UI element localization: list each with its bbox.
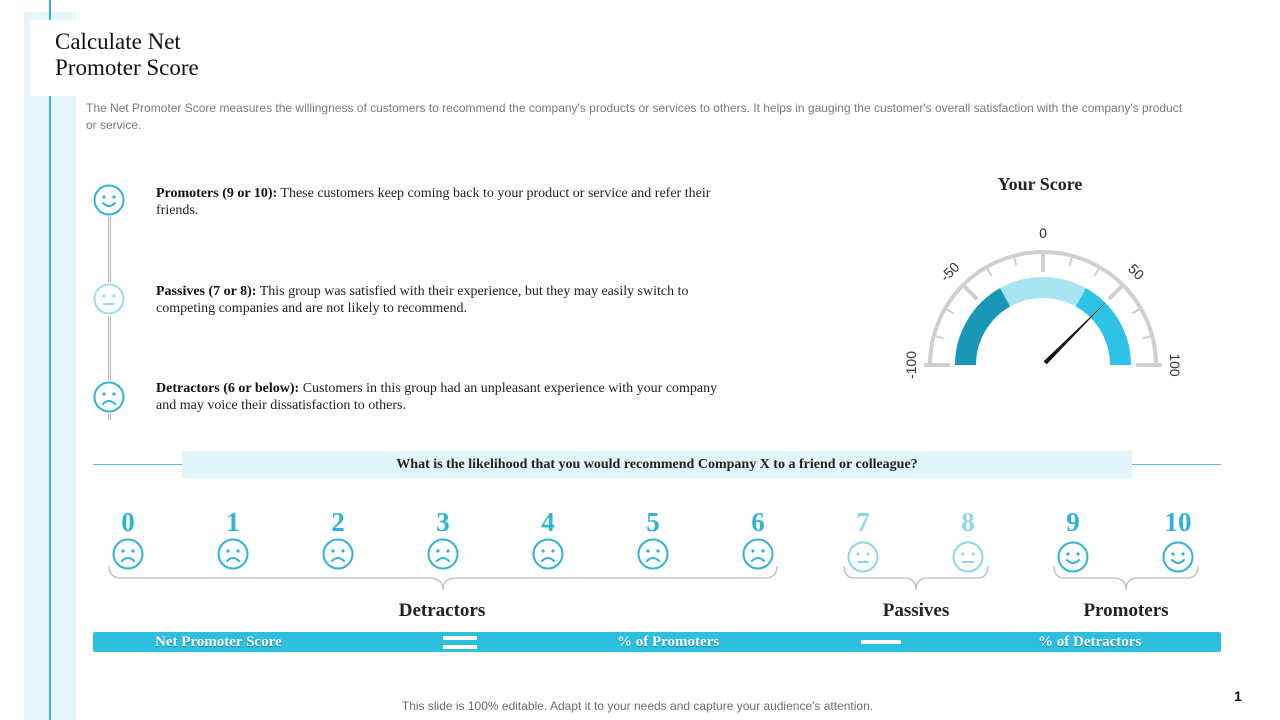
formula-result-label: Net Promoter Score [155,634,282,650]
scale-number: 7 [856,507,870,537]
title-line-2: Promoter Score [55,55,199,80]
group-label-detractors: Detractors [398,600,486,621]
gauge-tick [1131,307,1142,315]
scale-number: 5 [646,507,660,537]
sad-face-icon [741,537,775,571]
score-gauge: -100 -50 0 50 100 [903,225,1183,379]
formula-term-detractors: % of Detractors [1038,634,1142,650]
timeline-connector [108,215,111,420]
gauge-tick [1107,283,1125,301]
footer-note: This slide is 100% editable. Adapt it to… [401,699,874,713]
sad-face-icon [321,537,355,571]
gauge-tick [944,307,955,315]
group-label-promoters: Promoters [1083,600,1169,621]
sad-face-icon [531,537,565,571]
gauge-label-100: 100 [1167,353,1183,377]
scale-number: 3 [436,507,450,537]
smile-face-icon [1056,540,1090,574]
survey-question: What is the likelihood that you would re… [182,451,1132,478]
sad-face-icon [92,380,126,414]
sad-face-icon [426,537,460,571]
promoters-text: These customers keep coming back to your… [156,186,711,218]
title-line-1: Calculate Net [55,29,181,54]
gauge-segment-passives [1000,277,1086,307]
passives-bracket [843,566,989,596]
gauge-needle [1043,301,1107,365]
gauge-label-minus-50: -50 [937,259,963,285]
gauge-tick [961,283,979,301]
gauge-tick [1068,255,1074,266]
gauge-segment-detractors [954,288,1011,366]
gauge-tick [1093,266,1101,277]
minus-sign-icon [861,640,901,644]
neutral-face-icon [846,540,880,574]
equals-sign-icon [443,636,477,649]
title-background [30,20,240,96]
neutral-face-icon [92,282,126,316]
formula-term-promoters: % of Promoters [617,634,720,650]
gauge-tick [1012,255,1018,266]
sad-face-icon [636,537,670,571]
nps-formula-bar: Net Promoter Score % of Promoters % of D… [93,632,1221,652]
scale-number: 6 [751,507,765,537]
scale-number: 1 [226,507,240,537]
detractors-bracket [108,566,778,596]
scale-number: 4 [541,507,555,537]
passives-description: Passives (7 or 8): This group was satisf… [156,283,736,317]
gauge-tick [985,266,993,277]
page-number: 1 [1234,688,1242,704]
gauge-label-50: 50 [1125,260,1147,282]
intro-text: The Net Promoter Score measures the will… [86,101,1183,132]
passives-label: Passives (7 or 8): [156,284,257,299]
gauge-ticks [930,252,1156,367]
page-title: Calculate Net Promoter Score [55,29,315,81]
scale-number: 10 [1164,507,1192,537]
detractors-description: Detractors (6 or below): Customers in th… [156,380,736,414]
group-label-passives: Passives [882,600,950,621]
promoters-label: Promoters (9 or 10): [156,186,278,201]
gauge-title: Your Score [997,174,1083,194]
gauge-tick [1142,334,1153,340]
promoters-description: Promoters (9 or 10): These customers kee… [156,185,736,219]
gauge-segment-promoters [1075,288,1132,366]
detractors-label: Detractors (6 or below): [156,381,300,396]
promoters-bracket [1053,566,1199,596]
sad-face-icon [216,537,250,571]
scale-number: 8 [961,507,975,537]
left-accent-line [49,0,51,720]
passives-text: This group was satisfied with their expe… [156,284,689,316]
neutral-face-icon [951,540,985,574]
detractors-text: Customers in this group had an unpleasan… [156,381,718,413]
sad-face-icon [111,537,145,571]
gauge-tick [933,334,944,340]
smile-face-icon [92,183,126,217]
gauge-label-minus-100: -100 [903,351,919,379]
gauge-label-0: 0 [1039,225,1047,241]
smile-face-icon [1161,540,1195,574]
scale-number: 2 [331,507,345,537]
scale-number: 9 [1066,507,1080,537]
scale-number: 0 [121,507,135,537]
